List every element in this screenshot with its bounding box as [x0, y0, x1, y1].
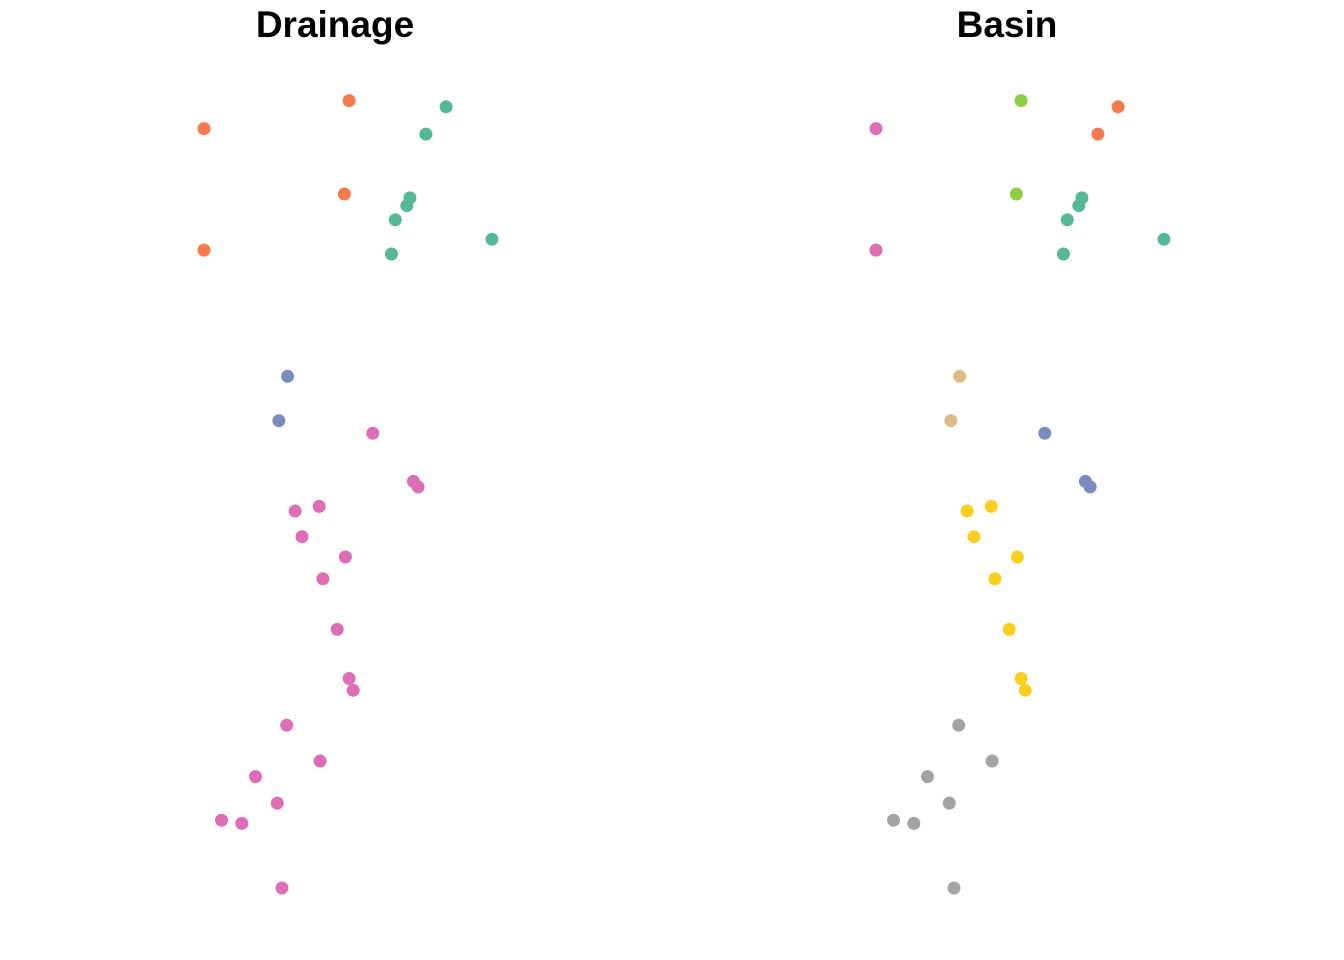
- point-basin-29: [907, 816, 921, 830]
- point-basin-25: [985, 754, 999, 768]
- point-drainage-11: [281, 369, 295, 383]
- point-drainage-5: [419, 127, 433, 141]
- point-drainage-13: [366, 426, 380, 440]
- point-drainage-12: [272, 414, 286, 428]
- point-basin-4: [1111, 100, 1125, 114]
- point-drainage-9: [485, 232, 499, 246]
- point-basin-13: [1038, 426, 1052, 440]
- point-basin-12: [944, 414, 958, 428]
- point-drainage-24: [280, 718, 294, 732]
- point-drainage-17: [288, 504, 302, 518]
- point-drainage-30: [275, 881, 289, 895]
- point-basin-3: [869, 243, 883, 257]
- point-basin-8: [1060, 213, 1074, 227]
- panel-title-drainage: Drainage: [256, 4, 414, 45]
- point-basin-5: [1091, 127, 1105, 141]
- point-basin-9: [1157, 232, 1171, 246]
- panel-title-basin: Basin: [957, 4, 1058, 45]
- point-drainage-29: [235, 816, 249, 830]
- point-drainage-18: [295, 530, 309, 544]
- point-basin-21: [1002, 622, 1016, 636]
- panel-drainage: Drainage: [197, 4, 499, 895]
- point-basin-26: [921, 770, 934, 784]
- point-drainage-1: [197, 122, 211, 136]
- point-drainage-8: [388, 213, 402, 227]
- point-drainage-20: [316, 572, 330, 586]
- point-drainage-27: [270, 796, 284, 810]
- point-basin-1: [869, 122, 883, 136]
- panel-basin: Basin: [869, 4, 1171, 895]
- point-drainage-7: [400, 199, 414, 213]
- point-basin-16: [984, 499, 998, 513]
- point-basin-7: [1072, 199, 1086, 213]
- point-drainage-16: [312, 499, 326, 513]
- point-basin-28: [887, 813, 900, 827]
- point-basin-2: [1009, 187, 1023, 201]
- point-drainage-15: [411, 480, 425, 494]
- point-basin-17: [960, 504, 974, 518]
- point-basin-30: [947, 881, 961, 895]
- point-drainage-0: [342, 94, 356, 108]
- point-drainage-28: [215, 813, 228, 827]
- point-basin-24: [952, 718, 966, 732]
- point-drainage-26: [249, 770, 262, 784]
- point-drainage-10: [385, 247, 398, 261]
- point-basin-27: [942, 796, 956, 810]
- point-drainage-25: [313, 754, 327, 768]
- point-drainage-22: [342, 672, 356, 685]
- point-basin-15: [1083, 480, 1097, 494]
- point-drainage-19: [338, 550, 352, 564]
- point-drainage-2: [337, 187, 351, 201]
- point-basin-10: [1057, 247, 1070, 261]
- point-drainage-23: [346, 683, 360, 697]
- point-basin-23: [1018, 683, 1032, 697]
- point-basin-20: [988, 572, 1002, 586]
- point-basin-18: [967, 530, 981, 544]
- point-drainage-4: [439, 100, 453, 114]
- point-basin-0: [1014, 94, 1028, 108]
- points-basin: [869, 94, 1171, 895]
- point-basin-11: [953, 369, 967, 383]
- point-drainage-21: [330, 622, 344, 636]
- point-basin-22: [1014, 672, 1028, 685]
- point-drainage-3: [197, 243, 211, 257]
- points-drainage: [197, 94, 499, 895]
- point-basin-19: [1010, 550, 1024, 564]
